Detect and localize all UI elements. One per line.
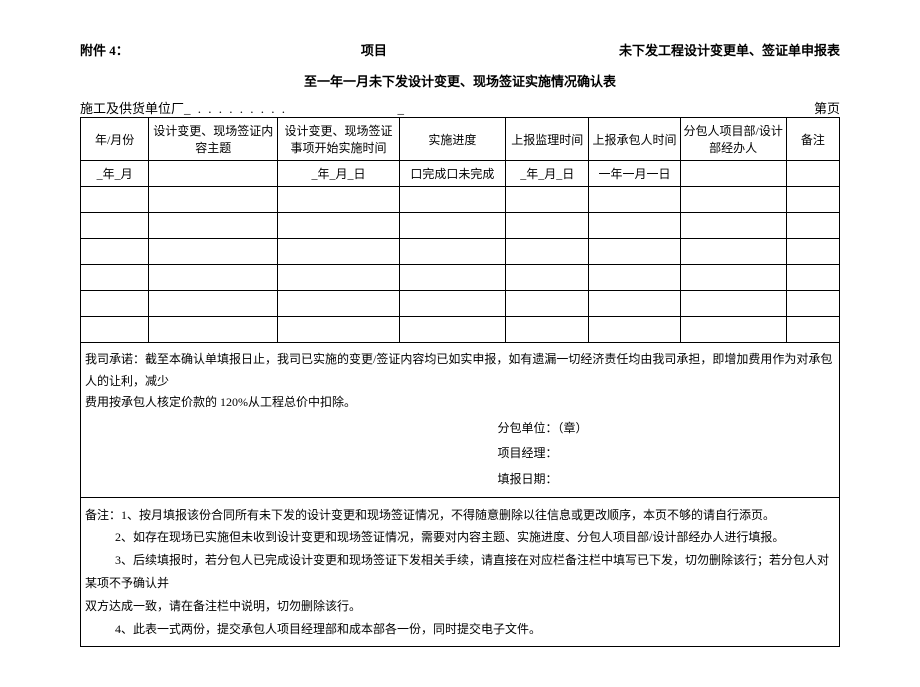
signature-unit: 分包单位：（章） xyxy=(85,418,835,440)
table-row xyxy=(81,213,840,239)
unit-label: 施工及供货单位厂 xyxy=(80,101,184,116)
cell-ym: _年_月 xyxy=(81,161,149,187)
table-row xyxy=(81,239,840,265)
page-label: 第页 xyxy=(814,98,840,117)
attachment-label: 附件 4： xyxy=(80,40,129,59)
project-label: 项目 xyxy=(361,40,387,59)
above-table-row: 施工及供货单位厂_ . . . . . . . . . _ 第页 xyxy=(80,98,840,117)
table-header-row: 年/月份 设计变更、现场签证内容主题 设计变更、现场签证事项开始实施时间 实施进… xyxy=(81,118,840,161)
table-row xyxy=(81,291,840,317)
note-2: 2、如存在现场已实施但未收到设计变更和现场签证情况，需要对内容主题、实施进度、分… xyxy=(85,526,835,549)
commitment-line2: 费用按承包人核定价款的 120%从工程总价中扣除。 xyxy=(85,392,835,414)
notes-section: 备注：1、按月填报该份合同所有未下发的设计变更和现场签证情况，不得随意删除以往信… xyxy=(80,498,840,648)
subtitle: 至一年一月未下发设计变更、现场签证实施情况确认表 xyxy=(80,71,840,90)
th-remark: 备注 xyxy=(786,118,839,161)
cell-remark xyxy=(786,161,839,187)
header-row: 附件 4： 项目 未下发工程设计变更单、签证单申报表 xyxy=(80,40,840,59)
commitment-section: 我司承诺：截至本确认单填报日止，我司已实施的变更/签证内容均已如实申报，如有遗漏… xyxy=(80,343,840,498)
th-progress: 实施进度 xyxy=(399,118,505,161)
table-row xyxy=(81,317,840,343)
th-start: 设计变更、现场签证事项开始实施时间 xyxy=(278,118,399,161)
th-supervise: 上报监理时间 xyxy=(506,118,589,161)
notes-label: 备注： xyxy=(85,508,121,522)
th-ym: 年/月份 xyxy=(81,118,149,161)
main-table: 年/月份 设计变更、现场签证内容主题 设计变更、现场签证事项开始实施时间 实施进… xyxy=(80,117,840,343)
table-row xyxy=(81,265,840,291)
unit-label-wrap: 施工及供货单位厂_ . . . . . . . . . _ xyxy=(80,98,404,117)
th-topic: 设计变更、现场签证内容主题 xyxy=(149,118,278,161)
table-row: _年_月 _年_月_日 口完成口未完成 _年_月_日 一年一月一日 xyxy=(81,161,840,187)
cell-supervise: _年_月_日 xyxy=(506,161,589,187)
cell-start: _年_月_日 xyxy=(278,161,399,187)
unit-dots: _ . . . . . . . . . xyxy=(184,101,287,116)
signature-manager: 项目经理： xyxy=(85,443,835,465)
signature-date: 填报日期： xyxy=(85,469,835,491)
th-contractor: 上报承包人时间 xyxy=(589,118,680,161)
commitment-line1: 我司承诺：截至本确认单填报日止，我司已实施的变更/签证内容均已如实申报，如有遗漏… xyxy=(85,349,835,392)
note-4: 4、此表一式两份，提交承包人项目经理部和成本部各一份，同时提交电子文件。 xyxy=(85,618,835,641)
th-handler: 分包人项目部/设计部经办人 xyxy=(680,118,786,161)
note-1-text: 1、按月填报该份合同所有未下发的设计变更和现场签证情况，不得随意删除以往信息或更… xyxy=(121,508,775,522)
note-3b: 双方达成一致，请在备注栏中说明，切勿删除该行。 xyxy=(85,595,835,618)
cell-contractor: 一年一月一日 xyxy=(589,161,680,187)
note-1: 备注：1、按月填报该份合同所有未下发的设计变更和现场签证情况，不得随意删除以往信… xyxy=(85,504,835,527)
unit-underscore: _ xyxy=(398,101,405,116)
table-row xyxy=(81,187,840,213)
note-3a: 3、后续填报时，若分包人已完成设计变更和现场签证下发相关手续，请直接在对应栏备注… xyxy=(85,549,835,595)
cell-topic xyxy=(149,161,278,187)
cell-progress: 口完成口未完成 xyxy=(399,161,505,187)
cell-handler xyxy=(680,161,786,187)
title-right: 未下发工程设计变更单、签证单申报表 xyxy=(619,40,840,59)
